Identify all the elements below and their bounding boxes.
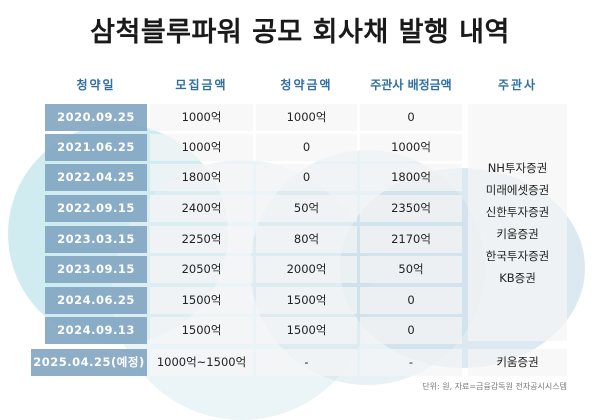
header-lead-manager: 주관사: [497, 78, 538, 92]
lead-manager-cell: 키움증권: [468, 349, 567, 376]
subscription-cell: 1500억: [256, 287, 357, 314]
header-subscription-amount: 청약금액: [280, 78, 333, 92]
recruit-cell: 1500억: [150, 287, 253, 314]
allocation-cell: 0: [360, 317, 462, 344]
subscription-cell: 0: [256, 164, 357, 191]
page-title: 삼척블루파워 공모 회사채 발행 내역: [90, 17, 510, 48]
lead-manager-name: 신한투자증권: [485, 204, 550, 219]
subscription-cell: 0: [256, 134, 357, 161]
lead-manager-name: 미래에셋증권: [485, 182, 550, 197]
lead-managers-merged-cell: NH투자증권 미래에셋증권 신한투자증권 키움증권 한국투자증권 KB증권: [468, 104, 567, 341]
allocation-cell: 1800억: [360, 164, 462, 191]
recruit-cell: 1000억~1500억: [150, 349, 253, 376]
recruit-cell: 1000억: [150, 134, 253, 161]
lead-manager-name: 한국투자증권: [485, 248, 550, 263]
date-cell: 2022.09.15: [45, 195, 147, 222]
lead-manager-name: KB증권: [499, 270, 536, 285]
header-recruit-amount: 모집금액: [175, 78, 228, 92]
subscription-cell: 1000억: [256, 104, 357, 131]
date-cell: 2023.03.15: [45, 226, 147, 253]
recruit-cell: 1500억: [150, 317, 253, 344]
lead-manager-name: 키움증권: [496, 226, 539, 241]
recruit-cell: 1000억: [150, 104, 253, 131]
date-cell: 2024.06.25: [45, 287, 147, 314]
allocation-cell: 1000억: [360, 134, 462, 161]
subscription-cell: 50억: [256, 195, 357, 222]
allocation-cell: 2350억: [360, 195, 462, 222]
recruit-cell: 2050억: [150, 256, 253, 283]
recruit-cell: 2250억: [150, 226, 253, 253]
date-cell: 2024.09.13: [45, 317, 147, 344]
allocation-cell: 50억: [360, 256, 462, 283]
allocation-cell: 0: [360, 287, 462, 314]
date-cell: 2020.09.25: [45, 104, 147, 131]
date-cell: 2023.09.15: [45, 256, 147, 283]
allocation-cell: 0: [360, 104, 462, 131]
header-allocation-amount: 주관사 배정금액: [370, 78, 452, 92]
recruit-cell: 1800억: [150, 164, 253, 191]
allocation-cell: 2170억: [360, 226, 462, 253]
allocation-cell: -: [360, 349, 462, 376]
subscription-cell: 80억: [256, 226, 357, 253]
date-cell: 2021.06.25: [45, 134, 147, 161]
subscription-cell: -: [256, 349, 357, 376]
date-cell: 2022.04.25: [45, 164, 147, 191]
source-footnote: 단위: 원, 자료=금융감독원 전자공시시스템: [422, 382, 567, 391]
recruit-cell: 2400억: [150, 195, 253, 222]
lead-manager-name: NH투자증권: [487, 160, 548, 175]
subscription-cell: 1500억: [256, 317, 357, 344]
header-subscription-date: 청약일: [76, 78, 116, 92]
subscription-cell: 2000억: [256, 256, 357, 283]
date-cell: 2025.04.25(예정): [31, 349, 147, 376]
